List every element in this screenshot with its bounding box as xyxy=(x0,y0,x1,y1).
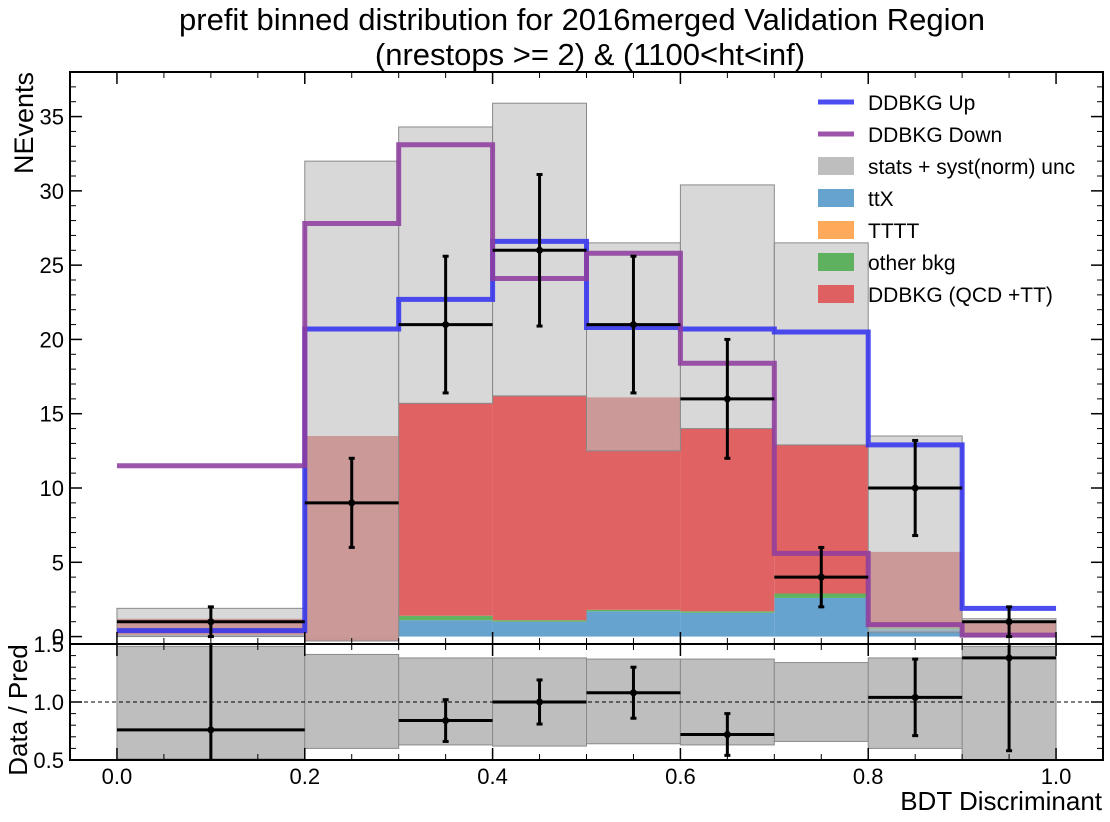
x-tick-label: 0.6 xyxy=(665,764,696,789)
ratio-plot-area xyxy=(70,644,1103,760)
ttx-bar xyxy=(680,612,775,637)
data-point xyxy=(962,605,1057,639)
x-tick-label: 0.8 xyxy=(853,764,884,789)
legend-swatch-stats-syst-norm-unc xyxy=(818,157,854,175)
ddbkg-qcd-tt-bar xyxy=(398,403,493,616)
legend-label-ddbkg-up: DDBKG Up xyxy=(868,92,975,115)
data-point-marker xyxy=(817,573,825,581)
ratio-band-bar xyxy=(304,653,400,749)
y-tick-label: 20 xyxy=(40,327,64,352)
ttx-bar xyxy=(868,629,963,637)
data-point xyxy=(398,254,493,395)
data-point xyxy=(680,337,775,460)
data-point xyxy=(586,254,681,395)
ttx-bar xyxy=(398,620,493,637)
chart-title-line1: prefit binned distribution for 2016merge… xyxy=(179,2,985,37)
ratio-point-marker xyxy=(723,730,731,738)
unc-band-bar xyxy=(773,242,869,446)
ratio-point-marker xyxy=(1005,654,1013,662)
data-point xyxy=(304,456,399,549)
y-tick-label: 15 xyxy=(40,402,64,427)
y-tick-label: 5 xyxy=(52,550,64,575)
ratio-panel: 0.5 1.0 1.5 0.0 0.2 0.4 0.6 0.8 1.0 xyxy=(33,632,1104,789)
legend-label-ttx: ttX xyxy=(868,188,894,211)
data-point xyxy=(774,545,869,609)
y-axis-label: NEvents xyxy=(9,72,39,174)
legend-label-stats-syst-norm-unc: stats + syst(norm) unc xyxy=(868,156,1075,179)
legend-swatch-other-bkg xyxy=(818,253,854,271)
ratio-point-marker xyxy=(911,693,919,701)
ratio-point xyxy=(586,665,681,720)
data-point-marker xyxy=(1005,618,1013,626)
ttx-bar xyxy=(586,611,681,637)
ratio-point-marker xyxy=(442,717,450,725)
x-tick-label: 0.2 xyxy=(289,764,320,789)
legend-label-ddbkg-qcd-tt: DDBKG (QCD +TT) xyxy=(868,284,1053,307)
ratio-point-marker xyxy=(207,726,215,734)
y-tick-label: 25 xyxy=(40,253,64,278)
main-plot-area xyxy=(116,102,1057,642)
legend-label-tttt: TTTT xyxy=(868,220,919,243)
data-point-marker xyxy=(629,321,637,329)
legend-label-other-bkg: other bkg xyxy=(868,252,956,275)
y-tick-label: 0 xyxy=(52,625,64,650)
ratio-point-marker xyxy=(629,689,637,697)
ratio-point xyxy=(492,678,587,726)
data-point xyxy=(868,438,963,538)
ttx-bar xyxy=(492,621,587,637)
ratio-point xyxy=(116,644,305,760)
ddbkg-qcd-tt-bar xyxy=(492,395,587,621)
legend: DDBKG Up DDBKG Down stats + syst(norm) unc… xyxy=(818,92,1075,307)
data-point xyxy=(492,173,587,328)
x-axis-label: BDT Discriminant xyxy=(900,786,1103,816)
legend-swatch-ttx xyxy=(818,189,854,207)
x-tick-label: 1.0 xyxy=(1041,764,1072,789)
y-tick-label: 30 xyxy=(40,179,64,204)
data-point-marker xyxy=(723,395,731,403)
chart-title-line2: (nrestops >= 2) & (1100<ht<inf) xyxy=(375,37,805,72)
data-point-marker xyxy=(536,246,544,254)
other-bkg-bar xyxy=(492,620,587,622)
y-tick-label: 10 xyxy=(40,476,64,501)
data-point-marker xyxy=(348,499,356,507)
x-tick-label: 0.0 xyxy=(102,764,133,789)
main-panel: 0 5 10 15 20 25 30 35 xyxy=(40,71,1104,650)
other-bkg-bar xyxy=(398,615,493,621)
data-point-marker xyxy=(207,618,215,626)
data-point xyxy=(116,605,305,639)
other-bkg-bar xyxy=(680,611,775,613)
ratio-point-marker xyxy=(536,698,544,706)
y-tick-label: 35 xyxy=(40,105,64,130)
data-point-marker xyxy=(911,484,919,492)
ddbkg-down-step-line xyxy=(116,142,1057,638)
ratio-y-axis-label: Data / Pred xyxy=(3,644,33,776)
ratio-y-tick-label: 1.5 xyxy=(33,632,64,657)
legend-swatch-ddbkg-qcd-tt xyxy=(818,285,854,303)
ratio-point xyxy=(868,657,963,738)
legend-swatch-tttt xyxy=(818,221,854,239)
other-bkg-bar xyxy=(586,609,681,612)
ratio-y-tick-label: 1.0 xyxy=(33,690,64,715)
legend-label-ddbkg-down: DDBKG Down xyxy=(868,124,1002,147)
unc-band-bar xyxy=(304,160,400,642)
ratio-y-tick-label: 0.5 xyxy=(33,748,64,773)
ratio-point xyxy=(962,644,1057,753)
data-point-marker xyxy=(442,321,450,329)
ratio-point xyxy=(398,698,493,743)
x-tick-label: 0.4 xyxy=(477,764,508,789)
